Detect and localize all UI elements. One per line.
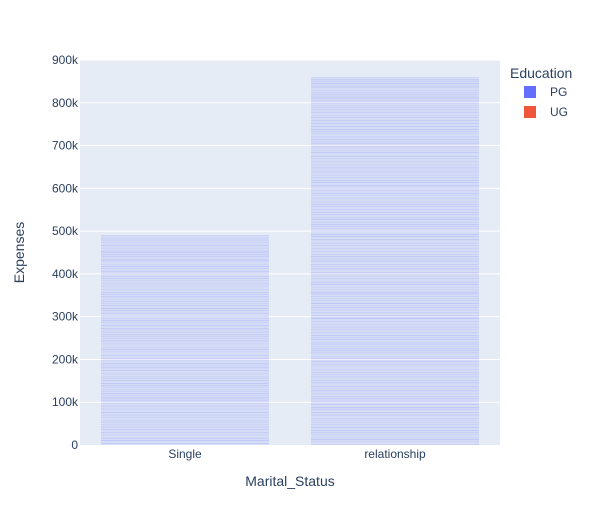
legend-label: UG (550, 105, 568, 119)
bar-fill (311, 77, 479, 445)
legend-title: Education (510, 65, 572, 81)
y-axis-ticks: 0 100k 200k 300k 400k 500k 600k 700k 800k 900k (52, 53, 79, 452)
y-tick-label: 600k (52, 181, 79, 195)
legend-swatch (524, 106, 536, 118)
bar-fill (101, 235, 269, 445)
bar-PG-relationship (311, 76, 479, 445)
y-tick-label: 400k (52, 267, 79, 281)
y-tick-label: 200k (52, 352, 79, 366)
y-tick-label: 0 (71, 438, 78, 452)
legend: Education PG UG (510, 65, 572, 119)
bars (101, 76, 479, 445)
y-tick-label: 700k (52, 139, 79, 153)
y-tick-label: 900k (52, 53, 79, 67)
gridlines (80, 59, 500, 403)
y-tick-label: 100k (52, 395, 79, 409)
plot-area (80, 60, 500, 445)
y-axis-title: Expenses (11, 222, 27, 283)
y-tick-label: 800k (52, 96, 79, 110)
x-axis-ticks: Single relationship (168, 447, 426, 461)
legend-item-PG[interactable]: PG (524, 85, 567, 99)
y-tick-label: 300k (52, 310, 79, 324)
x-tick-label: Single (168, 447, 202, 461)
legend-swatch (524, 86, 536, 98)
x-tick-label: relationship (364, 447, 426, 461)
legend-item-UG[interactable]: UG (524, 105, 568, 119)
bar-PG-Single (101, 235, 269, 445)
legend-label: PG (550, 85, 567, 99)
y-tick-label: 500k (52, 224, 79, 238)
x-axis-title: Marital_Status (245, 473, 334, 489)
